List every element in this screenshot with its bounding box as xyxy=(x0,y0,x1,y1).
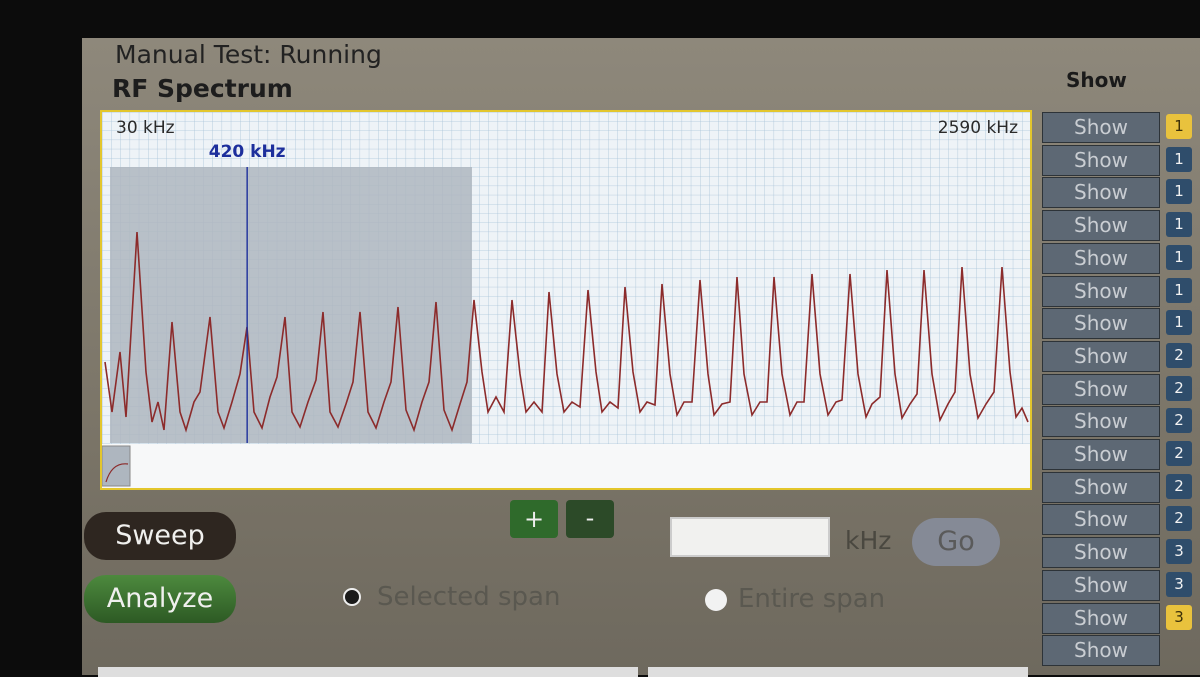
show-button[interactable]: Show xyxy=(1042,210,1160,242)
show-header: Show xyxy=(1066,68,1127,92)
spectrum-trace xyxy=(104,231,1029,433)
group-badge: 1 xyxy=(1166,310,1192,336)
show-button[interactable]: Show xyxy=(1042,112,1160,143)
group-badge: 1 xyxy=(1166,114,1192,139)
start-label: 30 kHz xyxy=(116,118,175,138)
show-button[interactable]: Show xyxy=(1042,602,1160,634)
group-badge: 1 xyxy=(1166,212,1192,238)
show-button[interactable]: Show xyxy=(1042,242,1160,274)
zoom-in-button[interactable]: + xyxy=(510,500,558,538)
spectrum-plot: 30 kHz 2590 kHz 420 kHz xyxy=(100,110,1032,490)
group-badge: 3 xyxy=(1166,604,1192,630)
end-label: 2590 kHz xyxy=(937,118,1018,138)
group-badge: 1 xyxy=(1166,179,1192,205)
show-button[interactable]: Show xyxy=(1042,406,1160,438)
group-badge: 2 xyxy=(1166,375,1192,401)
group-badge: 2 xyxy=(1166,441,1192,466)
group-badge: 3 xyxy=(1166,539,1192,565)
selected-span-label: Selected span xyxy=(377,582,561,612)
radio-entire-span[interactable] xyxy=(705,589,727,611)
go-button[interactable]: Go xyxy=(912,518,1000,566)
group-badge: 1 xyxy=(1166,244,1192,270)
panel-title: RF Spectrum xyxy=(112,74,293,103)
spectrum-svg xyxy=(102,112,1030,488)
unit-label: kHz xyxy=(845,526,892,555)
marker-label: 420 kHz xyxy=(208,142,286,162)
bottom-field xyxy=(98,667,638,677)
group-badge: 2 xyxy=(1166,506,1192,532)
group-badge: 2 xyxy=(1166,342,1192,368)
show-button[interactable]: Show xyxy=(1042,635,1160,667)
group-badge: 1 xyxy=(1166,277,1192,303)
group-badge: 2 xyxy=(1166,473,1192,499)
radio-selected-span[interactable] xyxy=(343,588,361,606)
show-button[interactable]: Show xyxy=(1042,537,1160,569)
group-badge: 2 xyxy=(1166,408,1192,434)
show-button[interactable]: Show xyxy=(1042,144,1160,176)
entire-span-label: Entire span xyxy=(738,584,886,614)
show-button[interactable]: Show xyxy=(1042,373,1160,405)
show-button[interactable]: Show xyxy=(1042,439,1160,470)
overview-strip xyxy=(102,444,1030,488)
show-button[interactable]: Show xyxy=(1042,177,1160,209)
show-button[interactable]: Show xyxy=(1042,504,1160,536)
frequency-input[interactable] xyxy=(670,517,830,557)
analyze-button[interactable]: Analyze xyxy=(84,575,236,623)
show-button[interactable]: Show xyxy=(1042,471,1160,503)
overview-trace xyxy=(105,463,129,483)
sweep-button[interactable]: Sweep xyxy=(84,512,236,560)
show-button[interactable]: Show xyxy=(1042,569,1160,601)
group-badge: 3 xyxy=(1166,571,1192,597)
status-text: Manual Test: Running xyxy=(115,40,382,69)
show-button[interactable]: Show xyxy=(1042,308,1160,340)
bottom-field xyxy=(648,667,1028,677)
show-button[interactable]: Show xyxy=(1042,275,1160,307)
group-badge: 1 xyxy=(1166,146,1192,172)
show-button[interactable]: Show xyxy=(1042,340,1160,372)
zoom-out-button[interactable]: - xyxy=(566,500,614,538)
